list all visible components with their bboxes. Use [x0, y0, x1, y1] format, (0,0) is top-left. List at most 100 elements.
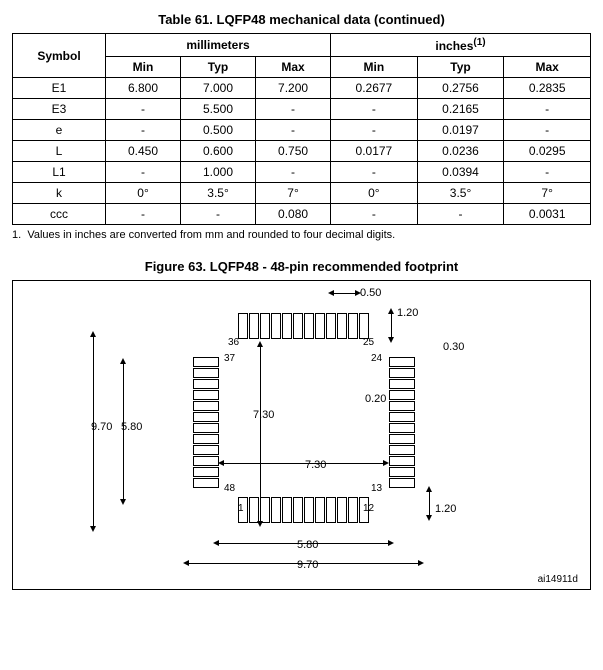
table-cell: 0.0236: [417, 141, 504, 162]
table-cell: L: [13, 141, 106, 162]
table-cell: 0.2756: [417, 78, 504, 99]
table-title: Table 61. LQFP48 mechanical data (contin…: [12, 12, 591, 27]
table-cell: 0.2677: [331, 78, 418, 99]
footprint-pad: [389, 445, 415, 455]
footprint-pad: [304, 313, 314, 339]
header-mm-max: Max: [256, 57, 331, 78]
footprint-pad: [315, 497, 325, 523]
dim-pitch: 0.50: [358, 287, 383, 299]
header-inches: inches(1): [331, 34, 591, 57]
table-cell: 0.080: [256, 204, 331, 225]
table-cell: 0°: [331, 183, 418, 204]
table-row: e-0.500--0.0197-: [13, 120, 591, 141]
footprint-pad: [193, 390, 219, 400]
table-cell: k: [13, 183, 106, 204]
arrow-icon: [90, 331, 96, 337]
dimline: [218, 543, 388, 544]
table-cell: 7.200: [256, 78, 331, 99]
pin-label: 1: [238, 503, 244, 514]
table-cell: -: [504, 162, 591, 183]
table-cell: 1.000: [181, 162, 256, 183]
table-cell: 0.450: [106, 141, 181, 162]
footprint-pad: [260, 313, 270, 339]
table-cell: -: [106, 99, 181, 120]
table-row: L1-1.000--0.0394-: [13, 162, 591, 183]
footprint-pad: [193, 478, 219, 488]
arrow-icon: [388, 308, 394, 314]
header-in-max: Max: [504, 57, 591, 78]
dim-pad-len-bot: 1.20: [433, 503, 458, 515]
arrow-icon: [183, 560, 189, 566]
footprint-pad: [348, 497, 358, 523]
dimline: [93, 336, 94, 526]
footprint-pad: [389, 401, 415, 411]
dim-overall-bot: 9.70: [295, 559, 320, 571]
table-cell: -: [106, 120, 181, 141]
dim-pad-len-top: 1.20: [395, 307, 420, 319]
dimline: [260, 346, 261, 521]
table-cell: 6.800: [106, 78, 181, 99]
header-mm-typ: Typ: [181, 57, 256, 78]
table-cell: -: [181, 204, 256, 225]
arrow-icon: [257, 341, 263, 347]
table-cell: 0.0295: [504, 141, 591, 162]
header-symbol: Symbol: [13, 34, 106, 78]
footprint-pad: [389, 423, 415, 433]
footprint-pad: [193, 456, 219, 466]
table-cell: -: [256, 162, 331, 183]
pin-label: 13: [371, 483, 382, 494]
table-cell: 0.2835: [504, 78, 591, 99]
footprint-pad: [315, 313, 325, 339]
footprint-pad: [193, 412, 219, 422]
footprint-pad: [249, 313, 259, 339]
table-cell: 7.000: [181, 78, 256, 99]
dim-row-span-bot: 5.80: [295, 539, 320, 551]
footprint-pad: [389, 456, 415, 466]
arrow-icon: [120, 358, 126, 364]
arrow-icon: [383, 460, 389, 466]
dimline: [429, 491, 430, 515]
arrow-icon: [257, 521, 263, 527]
table-cell: -: [504, 99, 591, 120]
pin-label: 36: [228, 337, 239, 348]
arrow-icon: [426, 486, 432, 492]
footprint-pad: [193, 423, 219, 433]
footprint-pad: [193, 401, 219, 411]
footprint-pad: [193, 467, 219, 477]
table-cell: -: [331, 162, 418, 183]
table-cell: L1: [13, 162, 106, 183]
mechanical-data-table: Symbol millimeters inches(1) Min Typ Max…: [12, 33, 591, 225]
footprint-figure: 0.50 1.20 0.30 0.20 7.30 7.30 5.80 9.70 …: [12, 280, 591, 590]
pin-label: 24: [371, 353, 382, 364]
arrow-icon: [120, 499, 126, 505]
footprint-pad: [193, 379, 219, 389]
table-row: E16.8007.0007.2000.26770.27560.2835: [13, 78, 591, 99]
footprint-pad: [337, 313, 347, 339]
footprint-pad: [326, 497, 336, 523]
footprint-pad: [389, 379, 415, 389]
footprint-pad: [389, 434, 415, 444]
dim-pad-gap: 0.20: [363, 393, 388, 405]
dimline: [333, 293, 355, 294]
header-in-typ: Typ: [417, 57, 504, 78]
table-cell: -: [106, 204, 181, 225]
dim-body-b: 7.30: [303, 459, 328, 471]
table-cell: -: [331, 204, 418, 225]
table-cell: e: [13, 120, 106, 141]
pin-label: 37: [224, 353, 235, 364]
footprint-pad: [282, 497, 292, 523]
dimline: [223, 463, 383, 464]
footprint-pad: [326, 313, 336, 339]
table-cell: 0.0197: [417, 120, 504, 141]
arrow-icon: [388, 337, 394, 343]
footprint-pad: [271, 313, 281, 339]
footprint-pad: [249, 497, 259, 523]
table-cell: -: [256, 120, 331, 141]
table-cell: -: [504, 120, 591, 141]
footprint-pad: [389, 368, 415, 378]
pin-label: 48: [224, 483, 235, 494]
table-cell: -: [256, 99, 331, 120]
table-cell: 0.500: [181, 120, 256, 141]
footprint-pad: [304, 497, 314, 523]
table-cell: 7°: [504, 183, 591, 204]
